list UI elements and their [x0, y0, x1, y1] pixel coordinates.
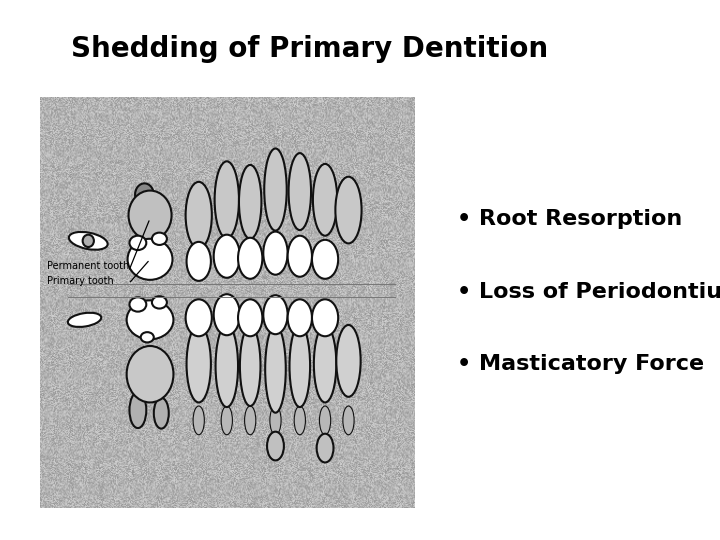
Ellipse shape [130, 235, 146, 250]
Ellipse shape [127, 239, 173, 280]
Ellipse shape [245, 406, 256, 435]
Ellipse shape [186, 182, 212, 248]
Ellipse shape [69, 232, 108, 249]
Ellipse shape [154, 398, 168, 429]
Text: Primary tooth: Primary tooth [47, 276, 114, 286]
Ellipse shape [186, 326, 211, 402]
Ellipse shape [152, 296, 167, 308]
Ellipse shape [130, 392, 146, 428]
Ellipse shape [289, 325, 310, 407]
Ellipse shape [127, 300, 174, 339]
Ellipse shape [270, 406, 281, 435]
Ellipse shape [314, 326, 336, 402]
Ellipse shape [312, 299, 338, 336]
Ellipse shape [140, 332, 154, 342]
Text: Permanent tooth: Permanent tooth [47, 260, 130, 271]
Ellipse shape [214, 235, 240, 278]
Ellipse shape [264, 148, 287, 231]
Ellipse shape [68, 313, 102, 327]
Ellipse shape [264, 295, 288, 334]
Ellipse shape [320, 406, 330, 435]
Ellipse shape [127, 346, 174, 402]
Text: • Masticatory Force: • Masticatory Force [457, 354, 704, 375]
Ellipse shape [238, 238, 262, 279]
Text: Shedding of Primary Dentition: Shedding of Primary Dentition [71, 35, 548, 63]
Text: • Root Resorption: • Root Resorption [457, 208, 683, 229]
Ellipse shape [152, 233, 167, 245]
Ellipse shape [267, 431, 284, 461]
Ellipse shape [239, 165, 261, 239]
Text: • Loss of Periodontium: • Loss of Periodontium [457, 281, 720, 302]
Ellipse shape [336, 325, 361, 397]
Ellipse shape [215, 325, 238, 407]
Ellipse shape [186, 242, 211, 281]
Ellipse shape [294, 406, 305, 435]
Ellipse shape [215, 161, 239, 238]
Ellipse shape [186, 299, 212, 336]
Ellipse shape [289, 153, 311, 230]
Ellipse shape [214, 294, 240, 335]
Ellipse shape [265, 326, 286, 413]
Ellipse shape [317, 434, 333, 462]
Ellipse shape [238, 299, 262, 336]
Ellipse shape [264, 232, 288, 275]
Ellipse shape [135, 184, 154, 206]
Ellipse shape [193, 406, 204, 435]
Ellipse shape [240, 326, 261, 406]
Ellipse shape [288, 235, 312, 276]
Ellipse shape [336, 177, 361, 244]
Ellipse shape [288, 299, 312, 336]
Ellipse shape [221, 406, 233, 435]
Ellipse shape [128, 191, 171, 240]
Ellipse shape [343, 406, 354, 435]
Ellipse shape [312, 240, 338, 279]
Ellipse shape [130, 297, 146, 312]
Ellipse shape [83, 235, 94, 247]
Ellipse shape [313, 164, 337, 235]
